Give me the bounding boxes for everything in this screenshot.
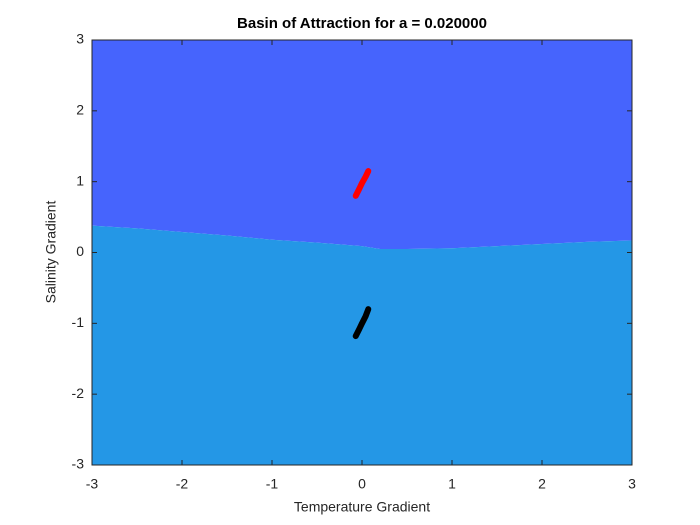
x-tick-label: 1 [448,476,456,492]
upper-basin [92,40,632,249]
attractor [352,168,372,199]
y-axis-label: Salinity Gradient [43,201,59,304]
y-tick-label: 1 [76,172,84,188]
x-tick-label: 3 [628,476,636,492]
x-tick-label: -3 [86,476,99,492]
y-tick-label: 2 [76,102,84,118]
x-tick-label: 2 [538,476,546,492]
lower-basin [92,225,632,465]
attractor [352,306,372,340]
y-tick-label: 0 [76,243,84,259]
y-tick-label: -3 [72,456,85,472]
x-tick-label: -2 [176,476,189,492]
x-tick-label: 0 [358,476,366,492]
x-axis-label: Temperature Gradient [294,499,430,515]
chart-title: Basin of Attraction for a = 0.020000 [237,15,487,32]
y-tick-label: -1 [72,314,85,330]
x-tick-label: -1 [266,476,279,492]
y-tick-label: -2 [72,385,85,401]
y-tick-label: 3 [76,31,84,47]
